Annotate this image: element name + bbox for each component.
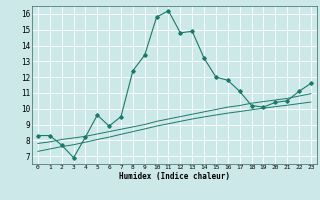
- X-axis label: Humidex (Indice chaleur): Humidex (Indice chaleur): [119, 172, 230, 181]
